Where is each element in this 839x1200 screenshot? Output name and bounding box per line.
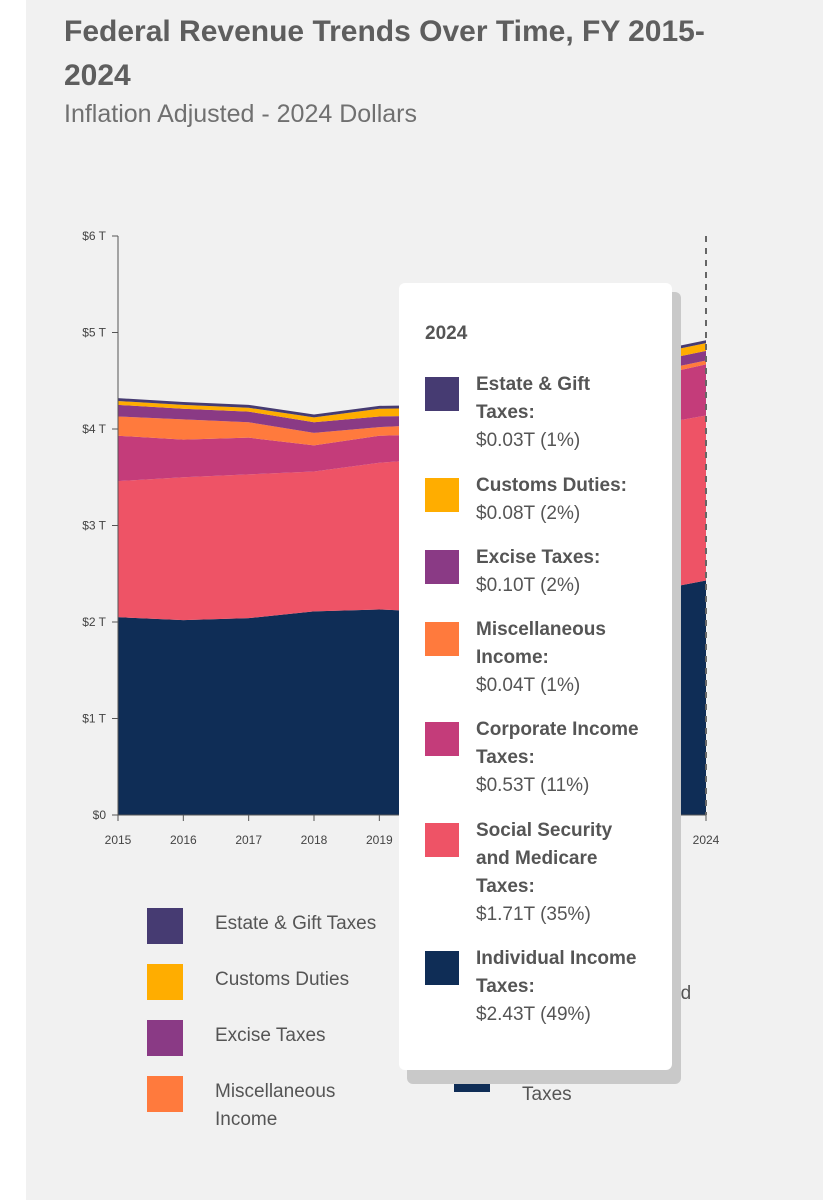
legend-item-customs[interactable]: Customs Duties	[147, 962, 407, 1002]
tooltip-swatch	[425, 951, 459, 985]
chart-title: Federal Revenue Trends Over Time, FY 201…	[64, 15, 705, 92]
legend-fragment: Taxes	[522, 1084, 572, 1105]
legend-item-estate-gift[interactable]: Estate & Gift Taxes	[147, 906, 407, 946]
tooltip-series-value: $0.04T (1%)	[476, 675, 581, 696]
legend-label: Customs Duties	[215, 969, 350, 990]
legend-item-excise[interactable]: Excise Taxes	[147, 1018, 407, 1058]
legend-label: Excise Taxes	[215, 1025, 326, 1046]
x-tick-label: 2024	[693, 833, 720, 847]
tooltip-swatch	[425, 622, 459, 656]
legend-swatch-misc	[147, 1076, 183, 1112]
tooltip-swatch	[425, 823, 459, 857]
legend-item-misc[interactable]: Miscellaneous Income	[147, 1074, 407, 1134]
tooltip-series-value: $0.10T (2%)	[476, 575, 581, 596]
tooltip-series-value: $0.08T (2%)	[476, 503, 581, 524]
y-tick-label: $0	[93, 808, 107, 822]
tooltip-series-value: $2.43T (49%)	[476, 1004, 591, 1025]
y-tick-label: $2 T	[82, 615, 106, 629]
tooltip-series-name: Excise Taxes:	[476, 547, 601, 568]
tooltip-swatch	[425, 478, 459, 512]
x-tick-label: 2017	[235, 833, 262, 847]
tooltip-swatch	[425, 377, 459, 411]
legend-label: Miscellaneous Income	[215, 1081, 336, 1130]
legend-swatch-estate-gift	[147, 908, 183, 944]
tooltip-series-name: Estate & Gift Taxes:	[476, 374, 591, 423]
tooltip-series-name: Customs Duties:	[476, 475, 627, 496]
x-tick-label: 2016	[170, 833, 197, 847]
area-miscellaneous-income[interactable]	[118, 331, 706, 446]
legend-swatch-excise	[147, 1020, 183, 1056]
tooltip-series-value: $1.71T (35%)	[476, 904, 591, 925]
x-tick-label: 2015	[105, 833, 132, 847]
y-tick-label: $1 T	[82, 712, 106, 726]
y-tick-label: $6 T	[82, 229, 106, 243]
tooltip-series-name: Corporate Income Taxes:	[476, 719, 639, 768]
tooltip-series-value: $0.53T (11%)	[476, 775, 590, 796]
legend-label: Estate & Gift Taxes	[215, 913, 377, 934]
tooltip-year: 2024	[425, 323, 468, 344]
tooltip-series-name: Individual Income Taxes:	[476, 948, 637, 997]
y-tick-label: $4 T	[82, 422, 106, 436]
tooltip-series-value: $0.03T (1%)	[476, 430, 581, 451]
tooltip-swatch	[425, 722, 459, 756]
x-tick-label: 2018	[301, 833, 328, 847]
tooltip-series-name: Miscellaneous Income:	[476, 619, 606, 668]
legend-swatch-customs	[147, 964, 183, 1000]
chart-subtitle: Inflation Adjusted - 2024 Dollars	[64, 100, 417, 128]
tooltip-series-name: Social Security and Medicare Taxes:	[476, 820, 613, 897]
hover-tooltip: 2024 Estate & Gift Taxes: $0.03T (1%) Cu…	[399, 283, 672, 1070]
tooltip-swatch	[425, 550, 459, 584]
x-tick-label: 2019	[366, 833, 393, 847]
y-tick-label: $3 T	[82, 519, 106, 533]
y-tick-label: $5 T	[82, 326, 106, 340]
